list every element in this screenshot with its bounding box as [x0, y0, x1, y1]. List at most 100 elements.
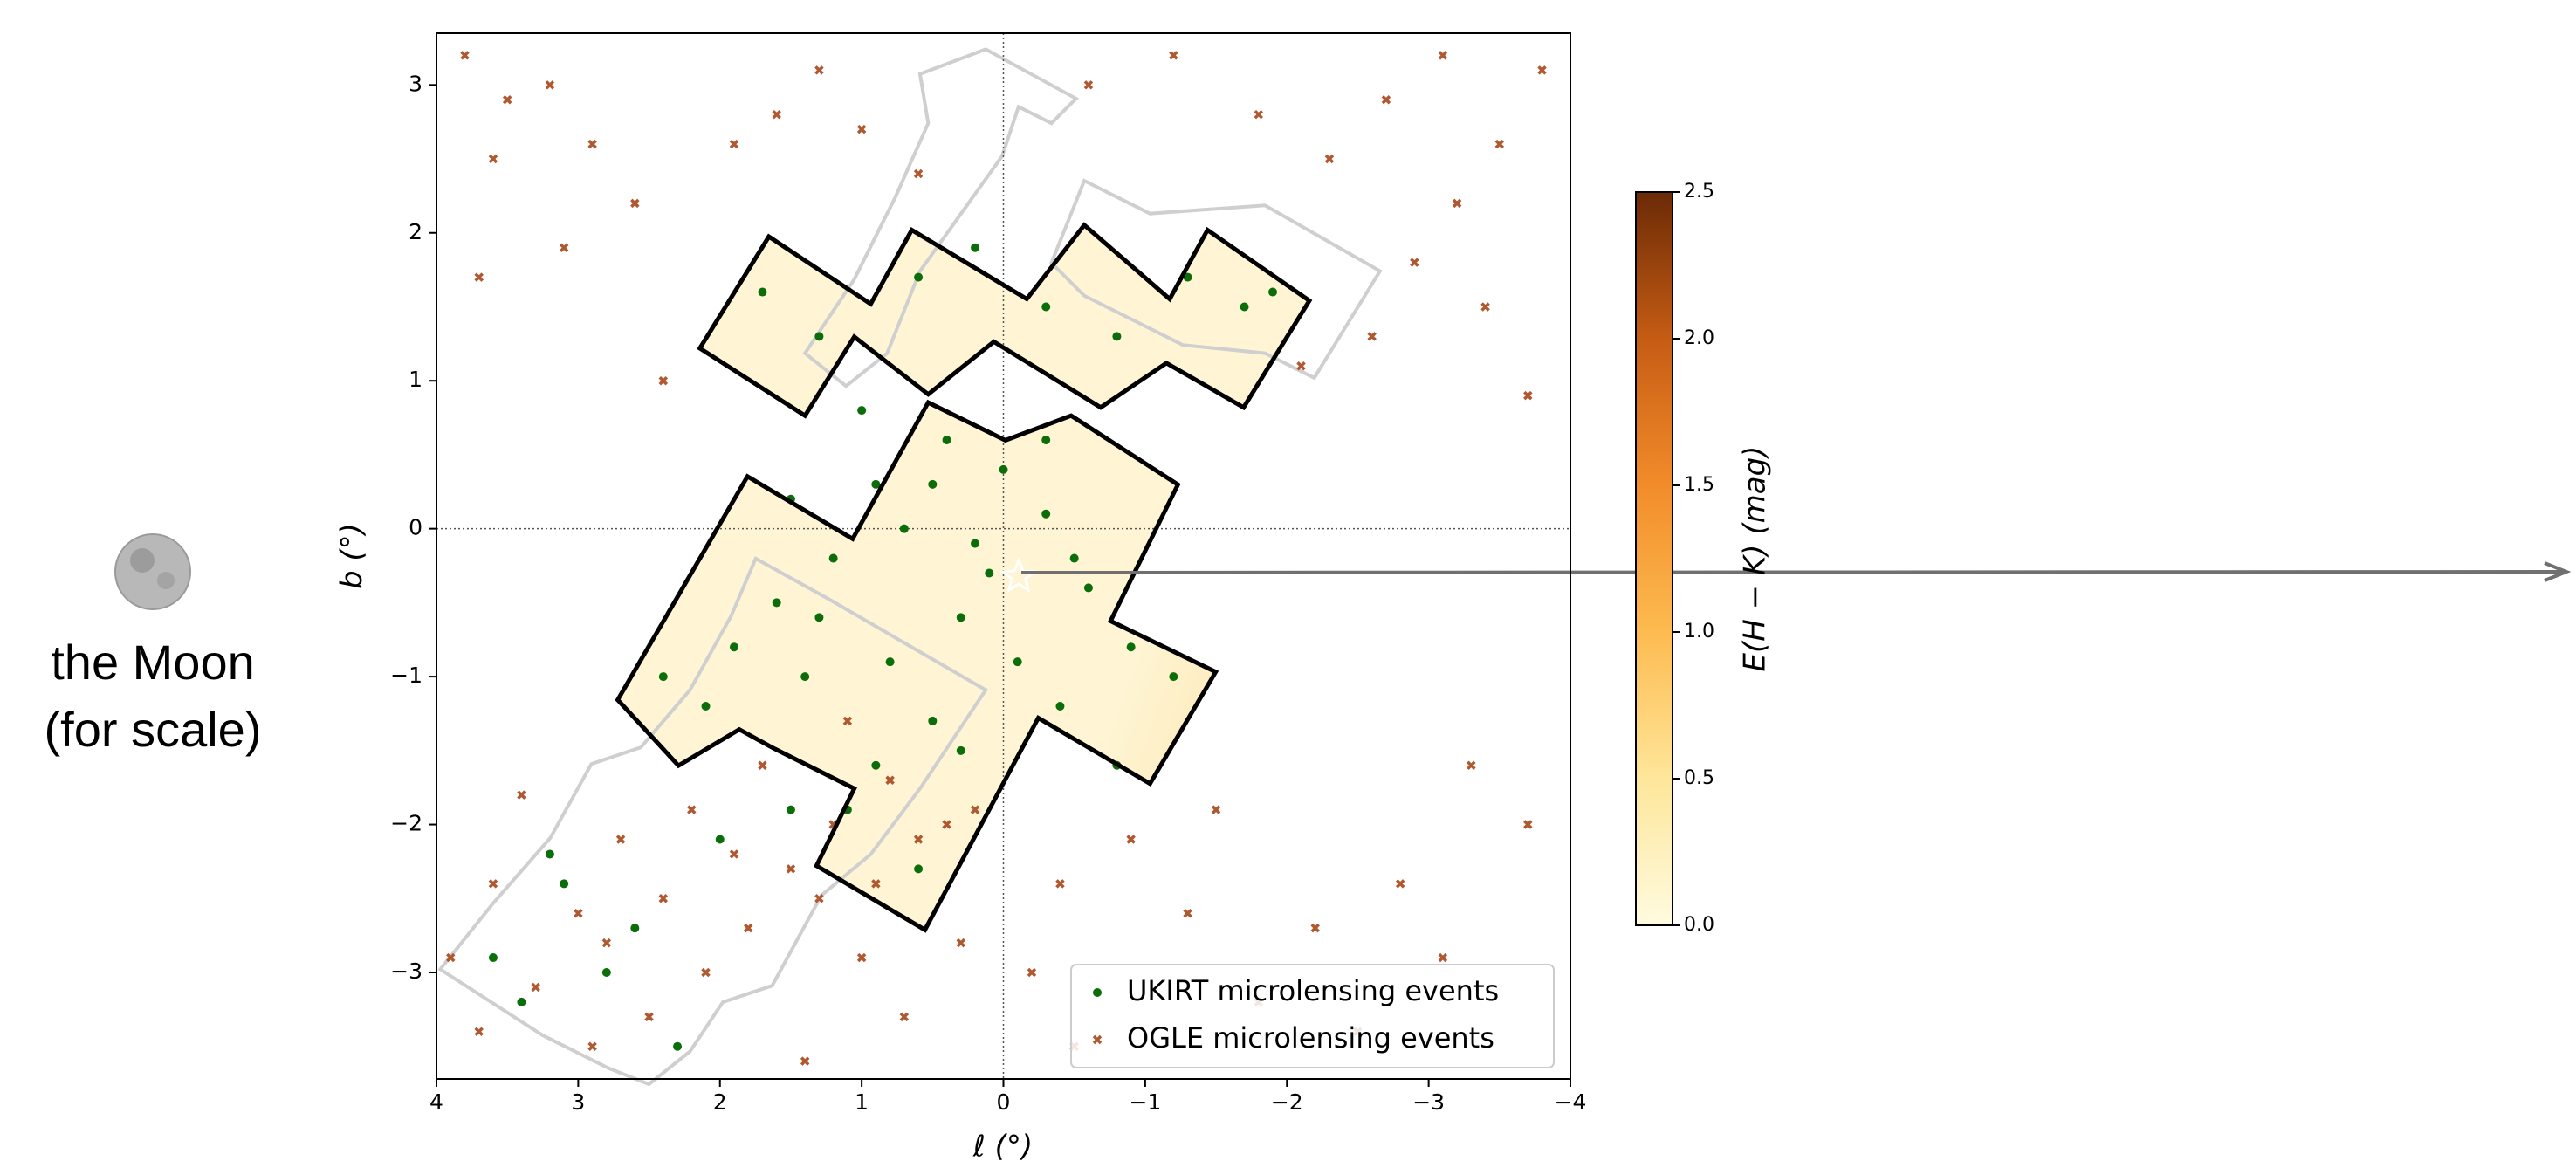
ogle-event: [1523, 390, 1533, 401]
ukirt-event: [914, 272, 924, 282]
ogle-event: [856, 124, 867, 134]
ogle-event: [545, 80, 555, 90]
ogle-event: [1183, 908, 1192, 918]
ogle-event: [701, 967, 711, 978]
ogle-event: [913, 168, 924, 179]
ogle-event: [488, 879, 498, 889]
ogle-event: [814, 894, 824, 903]
moon: [114, 533, 191, 610]
y-tick-label: 1: [409, 367, 422, 392]
ukirt-event: [1055, 701, 1065, 711]
ukirt-event: [517, 997, 526, 1006]
y-tick-label: −3: [390, 958, 422, 984]
legend: [1070, 964, 1555, 1068]
ogle-field: [440, 559, 986, 1084]
ukirt-event: [601, 967, 611, 977]
ogle-event: [758, 760, 767, 771]
ukirt-event: [1268, 287, 1278, 297]
ukirt-event: [999, 464, 1008, 474]
ogle-event: [1367, 332, 1377, 341]
ogle-event: [729, 849, 739, 859]
y-tick-label: 0: [409, 515, 422, 540]
ogle-event: [800, 1056, 810, 1066]
y-tick-label: 3: [409, 71, 422, 96]
ukirt-field: [700, 225, 1309, 416]
ukirt-event: [942, 435, 951, 444]
ukirt-event: [899, 524, 909, 533]
ukirt-event: [871, 479, 881, 489]
ukirt-fields: [618, 225, 1309, 930]
ukirt-event: [814, 332, 824, 341]
ogle-event: [814, 65, 824, 75]
ogle-event: [601, 938, 612, 948]
x-tick-label: 2: [713, 1089, 727, 1115]
ukirt-event: [1169, 672, 1178, 682]
ukirt-event: [772, 598, 781, 608]
ogle-event: [644, 1012, 654, 1022]
ukirt-event: [956, 613, 965, 622]
ogle-event: [842, 716, 853, 726]
ogle-event: [956, 938, 966, 948]
legend-marker: [1093, 988, 1102, 997]
ogle-event: [658, 375, 669, 386]
ogle-event: [587, 139, 597, 149]
ukirt-event: [885, 657, 895, 667]
ukirt-event: [630, 924, 640, 933]
ukirt-field: [618, 402, 1216, 930]
ukirt-event: [857, 406, 867, 416]
colorbar-label: E(H − K) (mag): [1738, 446, 1773, 672]
ukirt-event: [814, 613, 824, 622]
ogle-field: [805, 49, 1076, 386]
ogle-event: [1467, 760, 1476, 771]
ukirt-event: [488, 953, 498, 963]
ogle-event: [474, 272, 484, 282]
ukirt-event: [914, 864, 924, 874]
ogle-event: [658, 894, 669, 903]
ogle-event: [1381, 95, 1391, 105]
ukirt-event: [1240, 302, 1249, 312]
ogle-field: [1051, 181, 1379, 378]
ogle-event: [1438, 51, 1448, 60]
ogle-event: [1027, 967, 1037, 978]
y-tick-label: −1: [390, 663, 422, 688]
ogle-event: [517, 790, 526, 800]
annotation: (for scale): [45, 702, 262, 757]
arrow-head: [2544, 561, 2572, 582]
ogle-event: [531, 982, 540, 993]
ogle-event: [460, 51, 470, 60]
ogle-event: [772, 109, 781, 120]
ukirt-event: [928, 479, 938, 489]
ukirt-event: [971, 243, 980, 252]
moon-mare: [130, 548, 155, 573]
ogle-event: [445, 952, 456, 963]
ogle-event: [1310, 923, 1320, 933]
ogle-event: [899, 1012, 910, 1022]
ogle-event: [474, 1027, 484, 1037]
legend-label: UKIRT microlensing events: [1127, 974, 1499, 1007]
pointer-arrow: [1020, 570, 2563, 574]
ukirt-event: [956, 745, 965, 755]
ukirt-event: [1083, 583, 1093, 593]
ukirt-event: [658, 672, 668, 682]
y-tick-label: 2: [409, 219, 422, 244]
ogle-event: [871, 879, 881, 889]
moon-mare: [157, 572, 175, 589]
ogle-event: [1126, 835, 1136, 844]
ukirt-event: [1041, 435, 1051, 444]
ukirt-event: [701, 701, 711, 711]
legend-label: OGLE microlensing events: [1127, 1021, 1494, 1055]
ogle-event: [1494, 139, 1505, 149]
ogle-event: [687, 805, 697, 814]
ogle-event: [615, 835, 626, 844]
ogle-event: [1254, 109, 1264, 120]
ukirt-event: [1126, 642, 1136, 652]
ogle-event: [502, 95, 512, 105]
ogle-event: [885, 775, 895, 785]
ogle-event: [587, 1041, 597, 1051]
ogle-event: [1410, 258, 1419, 267]
ogle-event: [1324, 154, 1335, 164]
ogle-event: [1211, 805, 1221, 814]
ogle-event: [559, 243, 569, 252]
x-tick-label: −2: [1271, 1089, 1303, 1115]
